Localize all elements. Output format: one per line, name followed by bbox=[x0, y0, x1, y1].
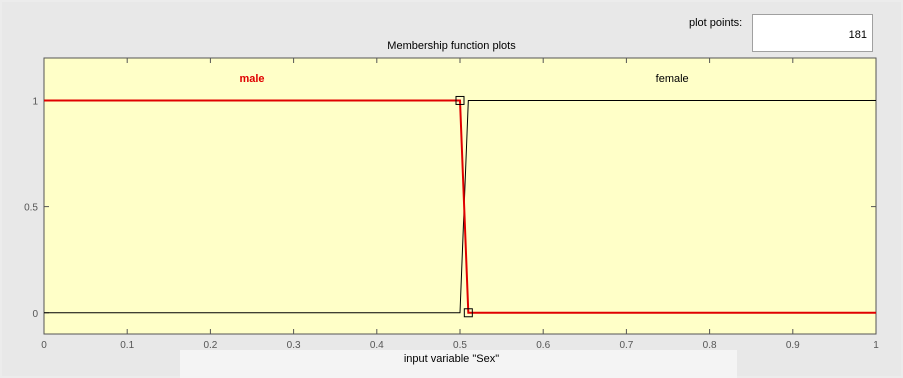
x-tick-label: 0.5 bbox=[453, 340, 467, 351]
y-tick-label: 0 bbox=[32, 309, 38, 320]
plot-area bbox=[43, 57, 877, 335]
y-tick-label: 0.5 bbox=[24, 203, 38, 214]
x-tick-label: 0.6 bbox=[536, 340, 550, 351]
x-axis-label: input variable "Sex" bbox=[403, 353, 500, 365]
series-label-female: female bbox=[656, 73, 689, 85]
x-tick-label: 1 bbox=[873, 340, 879, 351]
x-tick-label: 0.1 bbox=[120, 340, 134, 351]
xlabel-background bbox=[180, 350, 737, 378]
plot-title: Membership function plots bbox=[387, 40, 516, 52]
x-tick-label: 0.8 bbox=[703, 340, 717, 351]
x-tick-label: 0 bbox=[41, 340, 47, 351]
series-label-male: male bbox=[239, 73, 264, 85]
x-tick-label: 0.9 bbox=[786, 340, 800, 351]
x-tick-label: 0.4 bbox=[370, 340, 384, 351]
control-point-marker bbox=[463, 308, 473, 318]
plot-points-input[interactable]: 181 bbox=[752, 14, 873, 52]
control-point-marker bbox=[455, 95, 465, 105]
x-tick-label: 0.3 bbox=[287, 340, 301, 351]
series-line-male bbox=[44, 99, 876, 314]
x-tick-label: 0.2 bbox=[203, 340, 217, 351]
plot-points-label: plot points: bbox=[689, 17, 743, 29]
x-tick-label: 0.7 bbox=[619, 340, 633, 351]
y-tick-label: 1 bbox=[32, 96, 38, 107]
